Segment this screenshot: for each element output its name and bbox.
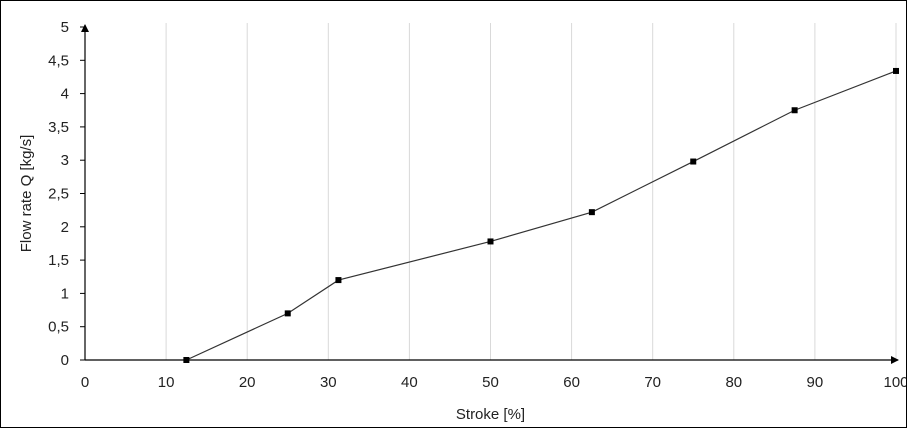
- series-group: [183, 68, 899, 363]
- x-tick-label: 100: [883, 374, 906, 391]
- data-point: [893, 68, 899, 74]
- y-tick-label: 2: [61, 219, 69, 236]
- x-tick-labels: 0 10 20 30 40 50 60 70 80 90 100: [81, 374, 906, 391]
- data-point: [285, 310, 291, 316]
- y-tick-label: 2,5: [48, 186, 69, 203]
- y-tick-label: 0,5: [48, 319, 69, 336]
- x-tick-label: 60: [563, 374, 580, 391]
- x-tick-label: 50: [482, 374, 499, 391]
- y-tick-label: 1: [61, 285, 69, 302]
- data-point: [792, 107, 798, 113]
- y-axis-title: Flow rate Q [kg/s]: [18, 135, 35, 253]
- x-tick-label: 80: [725, 374, 742, 391]
- data-point: [488, 238, 494, 244]
- x-tick-label: 70: [644, 374, 661, 391]
- data-point: [690, 159, 696, 165]
- x-tick-label: 30: [320, 374, 337, 391]
- x-tick-label: 90: [807, 374, 824, 391]
- y-tick-label: 1,5: [48, 252, 69, 269]
- x-axis-title: Stroke [%]: [456, 406, 525, 423]
- y-tick-label: 4,5: [48, 52, 69, 69]
- x-tick-label: 0: [81, 374, 89, 391]
- y-tick-labels: 0 0,5 1 1,5 2 2,5 3 3,5 4 4,5 5: [48, 19, 85, 369]
- x-tick-label: 40: [401, 374, 418, 391]
- series-line: [186, 71, 896, 360]
- x-axis-arrow: [891, 356, 899, 364]
- data-point: [335, 277, 341, 283]
- y-tick-label: 4: [61, 86, 69, 103]
- y-axis-arrow: [81, 24, 89, 32]
- x-tick-label: 20: [239, 374, 256, 391]
- y-tick-label: 0: [61, 352, 69, 369]
- y-tick-label: 5: [61, 19, 69, 36]
- y-tick-label: 3,5: [48, 119, 69, 136]
- data-point: [183, 357, 189, 363]
- grid-lines: [166, 23, 896, 360]
- y-tick-label: 3: [61, 152, 69, 169]
- x-tick-label: 10: [158, 374, 175, 391]
- data-point: [589, 209, 595, 215]
